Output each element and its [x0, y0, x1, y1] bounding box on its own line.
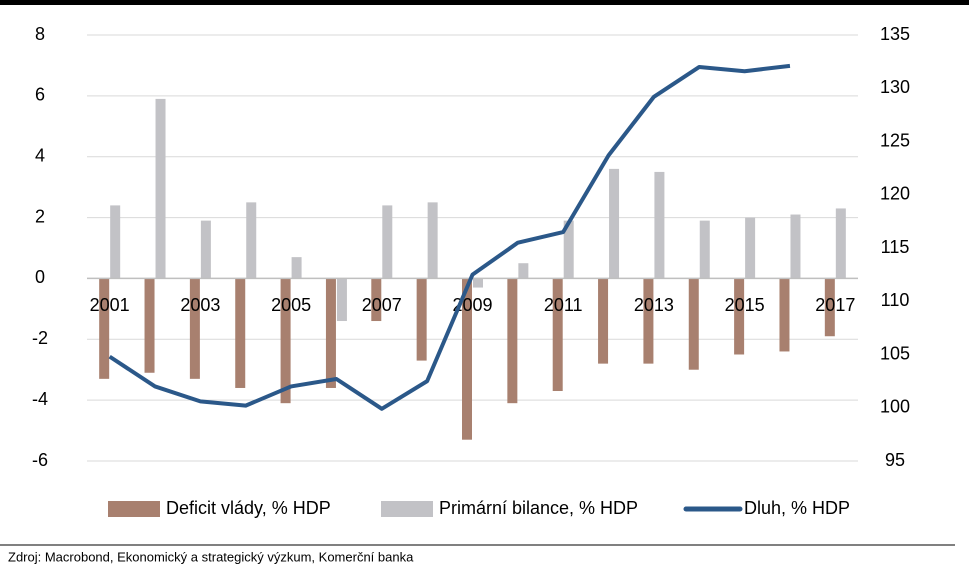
y2-tick-label: 105 — [880, 343, 910, 363]
y2-tick-label: 100 — [880, 397, 910, 417]
bar — [518, 263, 529, 279]
y2-tick-label: 125 — [880, 130, 910, 150]
bar — [507, 278, 518, 404]
y-tick-label: 6 — [35, 85, 45, 105]
bar — [643, 278, 654, 364]
bar — [371, 278, 382, 322]
x-tick-label: 2011 — [544, 295, 583, 315]
bar — [325, 278, 336, 388]
bar — [779, 278, 790, 352]
y2-tick-label: 110 — [881, 290, 910, 310]
bar — [280, 278, 291, 404]
bar — [824, 278, 835, 337]
bar — [427, 202, 438, 279]
y-tick-label: -6 — [32, 450, 48, 470]
bar — [382, 205, 393, 279]
bar — [654, 171, 665, 279]
bar — [790, 214, 801, 279]
x-tick-label: 2015 — [725, 295, 765, 315]
y-tick-label: -4 — [32, 389, 48, 409]
y-tick-label: 4 — [35, 145, 45, 165]
bar — [246, 202, 257, 279]
legend-label: Primární bilance, % HDP — [439, 498, 638, 518]
x-tick-label: 2001 — [90, 295, 130, 315]
bar — [745, 217, 756, 279]
bar — [110, 205, 121, 279]
bar — [552, 278, 563, 392]
x-tick-label: 2003 — [180, 295, 220, 315]
bar — [688, 278, 699, 370]
y2-tick-label: 120 — [880, 184, 910, 204]
bar — [563, 220, 574, 279]
y2-tick-label: 130 — [880, 77, 910, 97]
bar — [416, 278, 427, 361]
bar — [462, 278, 472, 440]
bar — [200, 220, 211, 279]
legend-swatch — [108, 501, 160, 517]
y-tick-label: -2 — [32, 328, 48, 348]
top-rule — [0, 0, 969, 5]
bar — [699, 220, 710, 279]
legend-swatch — [381, 501, 433, 517]
bar — [336, 278, 347, 322]
bar — [598, 278, 609, 364]
bar — [291, 257, 302, 279]
bar — [835, 208, 846, 279]
x-tick-label: 2005 — [271, 295, 311, 315]
bar — [235, 278, 246, 388]
y-tick-label: 8 — [35, 24, 45, 44]
legend-label: Deficit vlády, % HDP — [166, 498, 331, 518]
x-tick-label: 2017 — [815, 295, 855, 315]
x-tick-label: 2007 — [362, 295, 402, 315]
y-tick-label: 2 — [35, 206, 45, 226]
bar — [734, 278, 745, 355]
source: Zdroj: Macrobond, Ekonomický a strategic… — [8, 549, 414, 564]
y2-tick-label: 95 — [885, 450, 905, 470]
bar — [155, 98, 166, 279]
legend-label: Dluh, % HDP — [744, 498, 850, 518]
bar — [99, 278, 110, 379]
bar — [609, 168, 620, 279]
y2-tick-label: 135 — [880, 24, 910, 44]
y2-tick-label: 115 — [881, 237, 910, 257]
bar — [189, 278, 200, 379]
x-tick-label: 2013 — [634, 295, 674, 315]
line — [108, 63, 791, 411]
bar — [473, 278, 483, 288]
y-tick-label: 0 — [35, 267, 45, 287]
bar — [144, 278, 155, 373]
